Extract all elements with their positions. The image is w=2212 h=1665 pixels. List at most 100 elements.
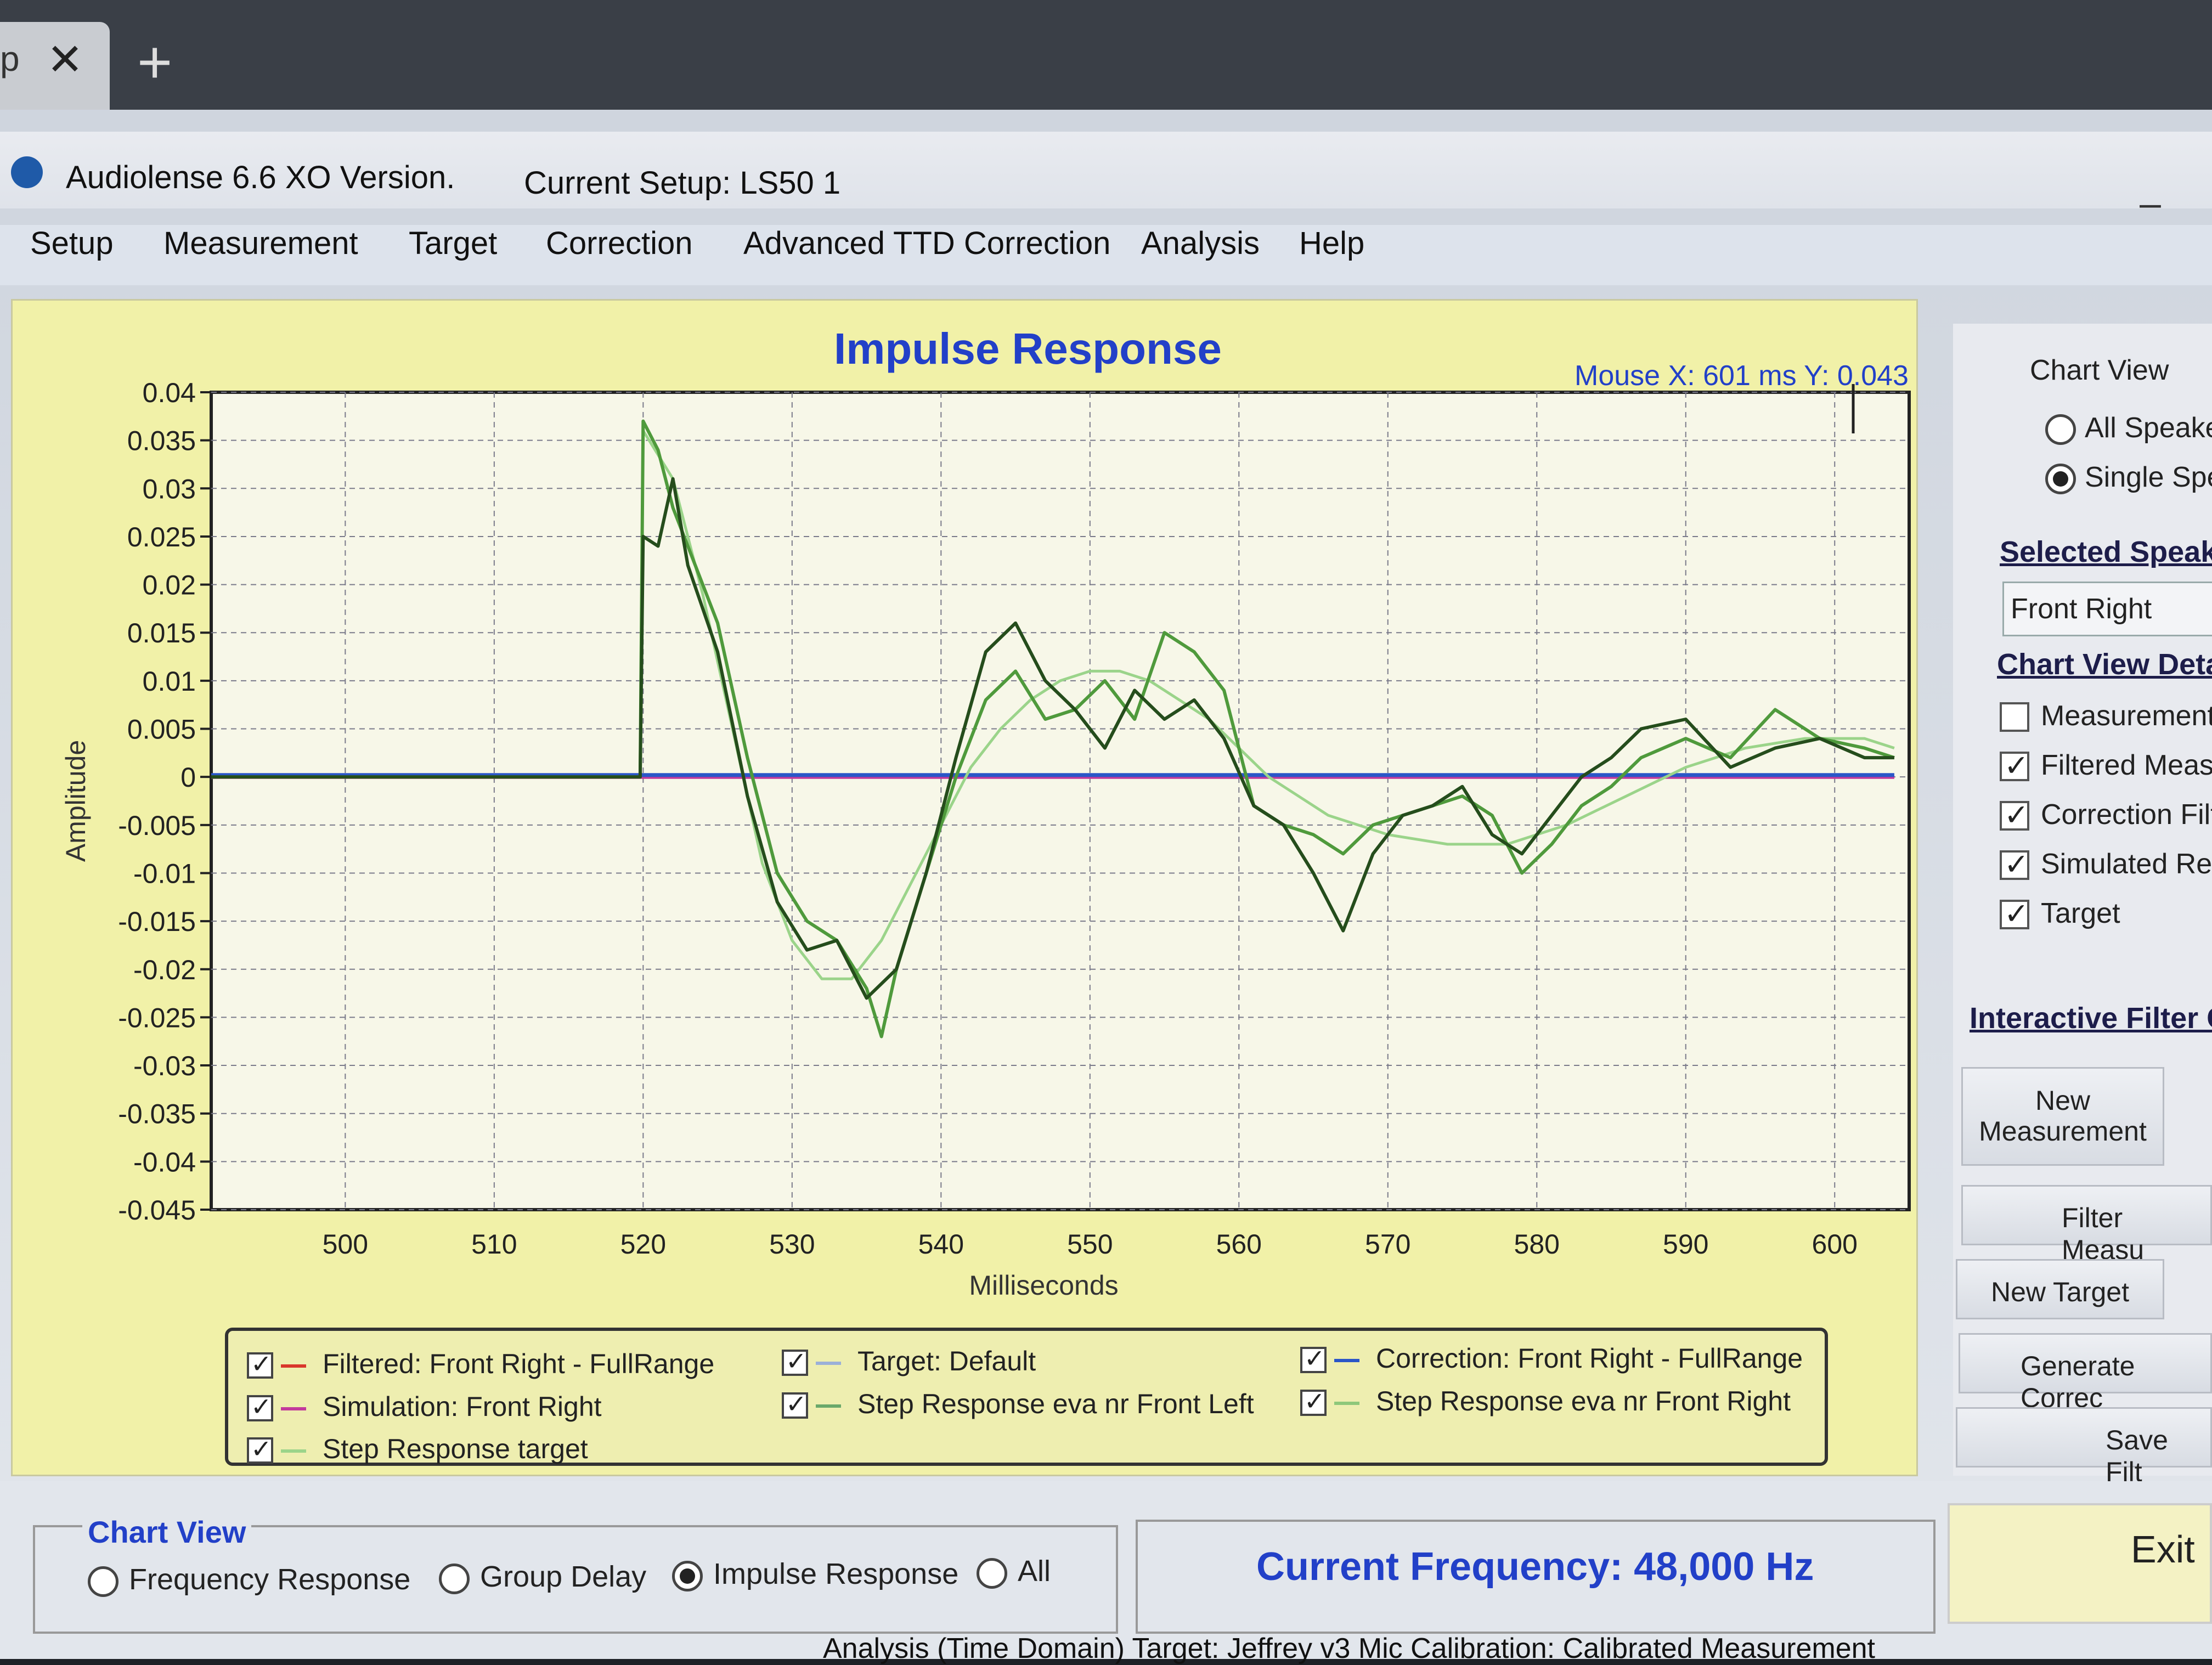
legend-checkbox[interactable] xyxy=(1300,1344,1327,1373)
y-tick-label: -0.035 xyxy=(118,1099,196,1130)
radio-frequency-response[interactable] xyxy=(88,1566,119,1597)
y-tick-label: -0.015 xyxy=(118,906,196,937)
menu-target[interactable]: Target xyxy=(409,225,498,261)
legend-swatch xyxy=(816,1404,841,1408)
checkbox-target-label: Target xyxy=(2041,898,2120,929)
x-tick-label: 590 xyxy=(1663,1229,1708,1260)
x-tick-label: 600 xyxy=(1812,1229,1858,1260)
legend-swatch xyxy=(281,1364,306,1368)
x-tick-label: 540 xyxy=(918,1229,964,1260)
legend-checkbox[interactable] xyxy=(247,1434,273,1464)
legend-swatch xyxy=(816,1362,841,1365)
y-tick-label: -0.01 xyxy=(133,858,196,889)
x-tick-label: 560 xyxy=(1216,1229,1262,1260)
series-line xyxy=(211,477,1894,1000)
close-tab-icon[interactable]: ✕ xyxy=(47,35,84,84)
checkbox-measurement[interactable] xyxy=(2000,702,2029,732)
legend-checkbox[interactable] xyxy=(1300,1386,1327,1416)
y-tick-label: -0.045 xyxy=(118,1195,196,1226)
legend-swatch xyxy=(1334,1402,1359,1405)
legend-label: Filtered: Front Right - FullRange xyxy=(323,1348,715,1379)
selected-speaker-value: Front Right xyxy=(2011,593,2152,625)
radio-group-delay-label: Group Delay xyxy=(480,1560,647,1593)
checkbox-correction-filter-label: Correction Filt xyxy=(2041,799,2212,831)
x-tick-label: 580 xyxy=(1514,1229,1560,1260)
menu-help[interactable]: Help xyxy=(1299,225,1365,261)
menu-advanced-ttd-correction[interactable]: Advanced TTD Correction xyxy=(743,225,1111,261)
legend-swatch xyxy=(281,1449,306,1453)
new-tab-icon[interactable]: + xyxy=(137,29,173,96)
interactive-filter-heading: Interactive Filter C xyxy=(1970,1002,2212,1035)
current-setup-label: Current Setup: LS50 1 xyxy=(524,165,841,201)
current-frequency-readout: Current Frequency: 48,000 Hz xyxy=(1256,1545,1814,1589)
y-tick-label: 0.035 xyxy=(127,426,196,456)
legend-checkbox[interactable] xyxy=(782,1389,808,1419)
radio-all-speakers[interactable] xyxy=(2045,414,2076,445)
bottom-bar xyxy=(0,1481,2212,1659)
x-tick-label: 570 xyxy=(1365,1229,1410,1260)
y-tick-label: -0.02 xyxy=(133,955,196,985)
radio-frequency-response-label: Frequency Response xyxy=(129,1563,411,1596)
radio-single-speaker-label: Single Spe xyxy=(2085,461,2212,493)
menu-measurement[interactable]: Measurement xyxy=(163,225,358,261)
app-title: Audiolense 6.6 XO Version. xyxy=(66,160,455,195)
minimize-icon[interactable]: – xyxy=(2140,182,2161,224)
selected-speaker-dropdown[interactable] xyxy=(2002,582,2212,636)
y-tick-label: 0.03 xyxy=(143,473,196,504)
chart-view-radio-group xyxy=(33,1525,1118,1634)
legend-checkbox[interactable] xyxy=(782,1346,808,1376)
filter-measurement-button[interactable]: Filter Measu xyxy=(1961,1185,2212,1265)
x-tick-label: 530 xyxy=(769,1229,815,1260)
exit-button[interactable]: Exit xyxy=(1948,1503,2212,1624)
x-tick-label: 550 xyxy=(1067,1229,1113,1260)
menu-bar xyxy=(0,225,2212,285)
browser-tab[interactable] xyxy=(0,22,110,110)
radio-single-speaker[interactable] xyxy=(2045,464,2076,494)
current-frequency-box xyxy=(1136,1520,1936,1634)
impulse-response-chart[interactable]: 500 510 520 530 540 550 560 570 580 590 600 0.04 0.0… xyxy=(0,0,1920,1317)
legend-label: Step Response eva nr Front Right xyxy=(1376,1386,1791,1416)
bottom-chart-view-label: Chart View xyxy=(82,1514,252,1550)
checkbox-simulated-response-label: Simulated Res xyxy=(2041,848,2212,880)
new-measurement-button[interactable]: New Measurement xyxy=(1961,1067,2164,1166)
x-tick-label: 520 xyxy=(620,1229,666,1260)
radio-all-label: All xyxy=(1018,1555,1051,1588)
y-tick-label: 0.02 xyxy=(143,570,196,601)
legend-checkbox[interactable] xyxy=(247,1349,273,1379)
x-tick-label: 510 xyxy=(471,1229,517,1260)
y-tick-label: 0.04 xyxy=(143,377,196,408)
checkbox-correction-filter[interactable] xyxy=(2000,798,2029,832)
generate-correction-button[interactable]: Generate Correc xyxy=(1959,1333,2212,1413)
series-line xyxy=(211,419,1895,1038)
radio-all-speakers-label: All Speake xyxy=(2085,412,2212,444)
legend-swatch xyxy=(281,1407,306,1410)
menu-analysis[interactable]: Analysis xyxy=(1141,225,1260,261)
checkbox-target[interactable] xyxy=(2000,896,2029,931)
status-bar-text: Analysis (Time Domain) Target: Jeffrey v… xyxy=(823,1633,1875,1664)
title-bar xyxy=(0,132,2212,208)
x-tick-label: 500 xyxy=(323,1229,368,1260)
checkbox-simulated-response[interactable] xyxy=(2000,847,2029,882)
chart-view-group-label: Chart View xyxy=(2030,354,2169,386)
y-tick-label: -0.03 xyxy=(133,1051,196,1081)
y-tick-label: 0.025 xyxy=(127,522,196,552)
new-target-button[interactable]: New Target xyxy=(1956,1259,2164,1319)
radio-group-delay[interactable] xyxy=(439,1564,470,1594)
radio-all[interactable] xyxy=(977,1558,1007,1589)
menu-setup[interactable]: Setup xyxy=(30,225,114,261)
chart-view-details-heading: Chart View Deta xyxy=(1997,648,2212,681)
legend-checkbox[interactable] xyxy=(247,1392,273,1421)
checkbox-filtered-measurement[interactable] xyxy=(2000,748,2029,783)
legend-label: Step Response eva nr Front Left xyxy=(857,1389,1254,1419)
legend-label: Step Response target xyxy=(323,1433,588,1464)
y-tick-label: -0.005 xyxy=(118,810,196,841)
y-tick-label: 0.005 xyxy=(127,714,196,745)
radio-impulse-response[interactable] xyxy=(672,1561,703,1591)
selected-speaker-heading: Selected Speak xyxy=(2000,535,2212,568)
y-tick-label: -0.04 xyxy=(133,1147,196,1177)
y-tick-label: 0 xyxy=(180,762,196,793)
legend-swatch xyxy=(1334,1359,1359,1362)
menu-correction[interactable]: Correction xyxy=(546,225,693,261)
save-filter-button[interactable]: Save Filt xyxy=(1956,1407,2212,1487)
y-axis-label: Amplitude xyxy=(60,740,91,862)
